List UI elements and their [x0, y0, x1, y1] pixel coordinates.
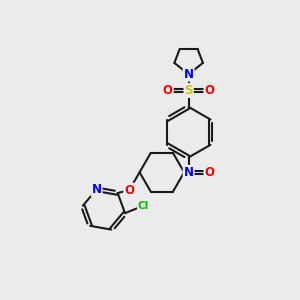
Text: Cl: Cl	[138, 201, 149, 211]
Text: O: O	[204, 166, 214, 179]
Text: S: S	[184, 84, 193, 97]
Text: O: O	[124, 184, 134, 196]
Text: O: O	[163, 84, 173, 97]
Text: O: O	[204, 84, 214, 97]
Text: N: N	[184, 166, 194, 179]
Text: N: N	[184, 68, 194, 81]
Text: N: N	[92, 183, 102, 196]
